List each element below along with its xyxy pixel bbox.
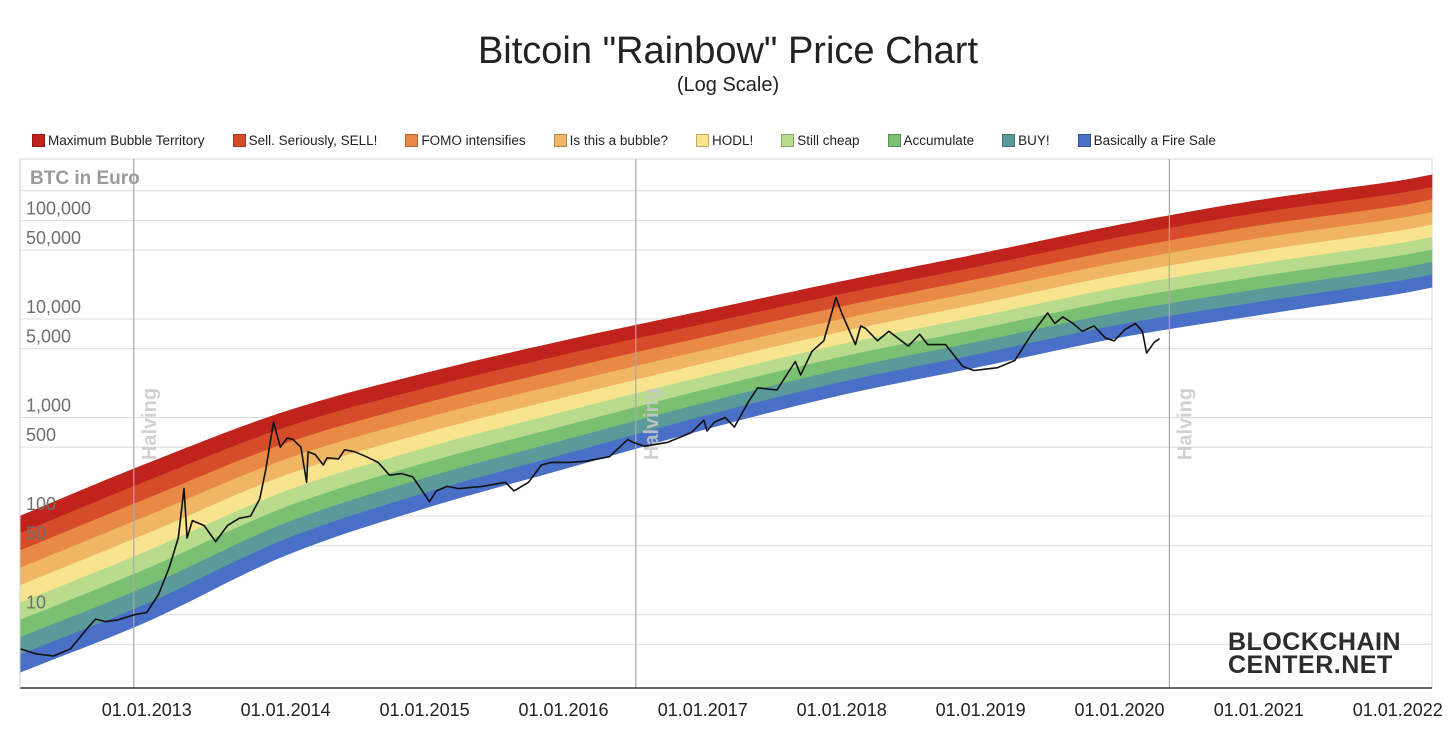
y-axis-label: BTC in Euro bbox=[30, 168, 140, 189]
legend-item: Accumulate bbox=[887, 133, 975, 148]
price-series bbox=[19, 296, 1160, 657]
axes bbox=[19, 159, 1432, 689]
x-tick-label: 01.01.2017 bbox=[658, 700, 748, 720]
x-tick-label: 01.01.2014 bbox=[241, 700, 331, 720]
halving-label: Halving bbox=[641, 388, 663, 460]
legend-swatch bbox=[1002, 134, 1016, 147]
legend-label: HODL! bbox=[711, 133, 754, 148]
legend-swatch bbox=[887, 134, 901, 147]
legend-label: Accumulate bbox=[903, 133, 975, 148]
legend-item: Maximum Bubble Territory bbox=[32, 133, 205, 148]
chart-subtitle: (Log Scale) bbox=[676, 74, 780, 96]
legend-swatch bbox=[232, 134, 246, 147]
x-tick-label: 01.01.2022 bbox=[1353, 700, 1443, 720]
logo-line-1: BLOCKCHAIN bbox=[1228, 628, 1402, 656]
x-tick-label: 01.01.2018 bbox=[797, 700, 887, 720]
legend-swatch bbox=[32, 134, 45, 147]
halving-lines: Halving Halving Halving bbox=[133, 159, 1196, 688]
chart-title: Bitcoin "Rainbow" Price Chart bbox=[477, 30, 979, 72]
halving-label: Halving bbox=[1174, 388, 1196, 460]
legend-label: Still cheap bbox=[797, 133, 860, 148]
y-tick-label: 10 bbox=[26, 593, 46, 613]
legend-item: Basically a Fire Sale bbox=[1077, 133, 1216, 148]
legend-label: Sell. Seriously, SELL! bbox=[248, 133, 378, 148]
y-tick-label: 50 bbox=[26, 524, 46, 544]
legend-item: Is this a bubble? bbox=[553, 133, 668, 148]
logo-line-2: CENTER.NET bbox=[1228, 651, 1393, 679]
legend-swatch bbox=[1077, 134, 1091, 147]
x-tick-label: 01.01.2021 bbox=[1214, 700, 1304, 720]
x-tick-labels: 01.01.2013 01.01.2014 01.01.2015 01.01.2016… bbox=[102, 700, 1443, 720]
x-tick-label: 01.01.2016 bbox=[518, 700, 608, 720]
legend-item: Still cheap bbox=[781, 133, 860, 148]
blockchaincenter-logo: BLOCKCHAIN CENTER.NET bbox=[1228, 628, 1402, 679]
rainbow-bands bbox=[19, 174, 1433, 673]
y-tick-label: 5,000 bbox=[26, 327, 71, 347]
x-tick-label: 01.01.2019 bbox=[936, 700, 1026, 720]
legend-swatch bbox=[695, 134, 709, 147]
y-tick-labels: 100,000 50,000 10,000 5,000 1,000 500 100 50 10 bbox=[26, 198, 91, 612]
y-tick-label: 50,000 bbox=[26, 228, 81, 248]
legend-item: BUY! bbox=[1002, 133, 1050, 148]
x-tick-label: 01.01.2015 bbox=[380, 700, 470, 720]
x-tick-label: 01.01.2020 bbox=[1074, 700, 1164, 720]
chart-legend: Maximum Bubble Territory Sell. Seriously… bbox=[32, 133, 1244, 148]
legend-swatch bbox=[405, 134, 419, 147]
legend-label: FOMO intensifies bbox=[421, 133, 526, 148]
legend-label: Is this a bubble? bbox=[569, 133, 668, 148]
x-tick-label: 01.01.2013 bbox=[102, 700, 192, 720]
legend-swatch bbox=[781, 134, 795, 147]
legend-swatch bbox=[553, 134, 567, 147]
legend-label: Maximum Bubble Territory bbox=[48, 133, 205, 148]
y-tick-label: 500 bbox=[26, 425, 56, 445]
y-tick-label: 1,000 bbox=[26, 396, 71, 416]
y-tick-label: 10,000 bbox=[26, 297, 81, 317]
legend-item: HODL! bbox=[695, 133, 754, 148]
halving-label: Halving bbox=[139, 388, 161, 460]
legend-item: Sell. Seriously, SELL! bbox=[232, 133, 378, 148]
y-tick-label: 100 bbox=[26, 494, 56, 514]
legend-label: BUY! bbox=[1018, 133, 1050, 148]
legend-item: FOMO intensifies bbox=[405, 133, 526, 148]
band bbox=[19, 274, 1433, 673]
price-line bbox=[19, 296, 1160, 657]
y-tick-label: 100,000 bbox=[26, 198, 91, 218]
legend-label: Basically a Fire Sale bbox=[1093, 133, 1216, 148]
